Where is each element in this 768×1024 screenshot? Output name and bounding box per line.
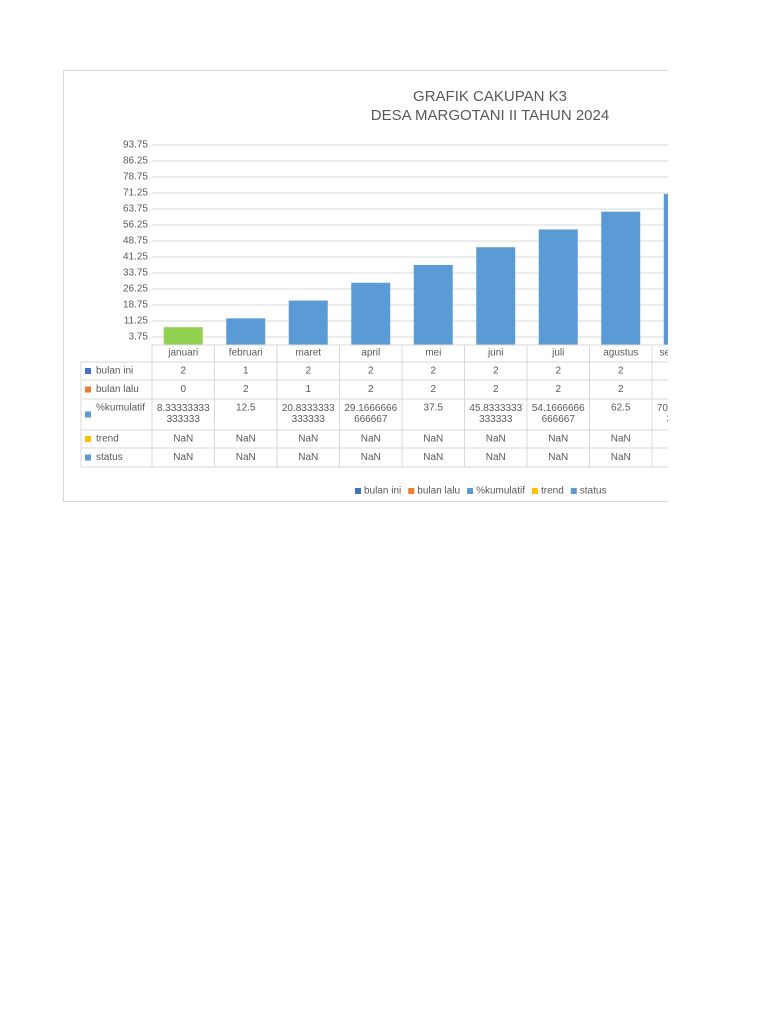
- table-cell: NaN: [611, 434, 631, 445]
- y-tick-label: 33.75: [123, 268, 148, 279]
- table-cell: 2: [555, 384, 561, 395]
- table-cell: 2: [368, 384, 374, 395]
- table-cell: NaN: [486, 434, 506, 445]
- table-cell: NaN: [236, 434, 256, 445]
- bar: [163, 327, 203, 345]
- table-cell: 2: [180, 366, 186, 377]
- y-tick-label: 26.25: [123, 284, 148, 295]
- y-tick-label: 86.25: [123, 156, 148, 167]
- y-tick-label: 11.25: [124, 316, 149, 327]
- y-tick-label: 63.75: [123, 204, 148, 215]
- table-cell: 2: [368, 366, 374, 377]
- legend-label: bulan ini: [364, 486, 401, 497]
- y-tick-label: 41.25: [123, 252, 148, 263]
- table-cell: 54.1666666 666667: [532, 403, 585, 425]
- table-cell: 37.5: [424, 403, 444, 414]
- table-cell: NaN: [548, 434, 568, 445]
- table-cell: 8.33333333 333333: [157, 403, 210, 425]
- table-cell: NaN: [298, 452, 318, 463]
- chart: GRAFIK CAKUPAN K3 DESA MARGOTANI II TAHUN…: [80, 88, 710, 497]
- legend-key: [85, 411, 91, 418]
- x-tick-label: januari: [167, 348, 198, 359]
- table-cell: NaN: [361, 452, 381, 463]
- x-tick-label: mei: [425, 348, 441, 359]
- table-cell: 2: [430, 366, 436, 377]
- table-row-label: trend: [96, 434, 119, 445]
- table-row-label: bulan ini: [96, 366, 133, 377]
- bar: [538, 229, 578, 345]
- legend-label: trend: [541, 486, 564, 497]
- table-cell: NaN: [236, 452, 256, 463]
- y-tick-label: 56.25: [123, 220, 148, 231]
- legend-label: bulan lalu: [417, 486, 460, 497]
- table-cell: 20.8333333 333333: [282, 403, 335, 425]
- x-tick-label: juli: [551, 348, 564, 359]
- y-tick-label: 48.75: [123, 236, 148, 247]
- legend-label: status: [580, 486, 607, 497]
- legend-swatch: [408, 488, 415, 494]
- legend-swatch: [531, 488, 538, 494]
- legend-swatch: [355, 488, 361, 494]
- bar: [226, 318, 266, 345]
- table-cell: 2: [618, 366, 624, 377]
- table-cell: NaN: [173, 452, 193, 463]
- legend-key: [85, 454, 91, 461]
- table-cell: NaN: [361, 434, 381, 445]
- table-cell: 2: [555, 366, 561, 377]
- bar: [351, 282, 391, 345]
- legend-swatch: [570, 488, 577, 494]
- table-cell: 70.8333333 333333: [657, 403, 710, 425]
- bar: [663, 193, 668, 345]
- table-cell: 45.8333333 333333: [469, 403, 522, 425]
- x-tick-label: april: [361, 348, 380, 359]
- table-cell: 12.5: [236, 403, 256, 414]
- table-cell: 2: [305, 366, 311, 377]
- x-tick-label: februari: [229, 348, 263, 359]
- legend-key: [85, 386, 91, 393]
- chart-frame: [63, 70, 668, 502]
- table-cell: NaN: [423, 434, 443, 445]
- table-cell: 1: [243, 366, 249, 377]
- bar: [413, 265, 453, 345]
- table-cell: NaN: [173, 434, 193, 445]
- table-cell: 1: [305, 384, 311, 395]
- table-row-label: status: [96, 452, 123, 463]
- table-cell: 2: [493, 366, 499, 377]
- bar: [288, 300, 328, 345]
- table-cell: 62.5: [611, 403, 631, 414]
- table-cell: 2: [618, 384, 624, 395]
- legend-key: [85, 368, 91, 374]
- table-cell: 2: [430, 384, 436, 395]
- table-cell: NaN: [486, 452, 506, 463]
- table-cell: 2: [493, 384, 499, 395]
- x-tick-label: maret: [295, 348, 321, 359]
- y-tick-label: 3.75: [129, 332, 149, 343]
- table-cell: 2: [243, 384, 249, 395]
- table-cell: NaN: [298, 434, 318, 445]
- y-tick-label: 93.75: [123, 140, 148, 151]
- table-row-label: bulan lalu: [96, 384, 139, 395]
- legend-label: %kumulatif: [476, 486, 525, 497]
- table-cell: NaN: [548, 452, 568, 463]
- x-tick-label: agustus: [603, 348, 638, 359]
- chart-title: GRAFIK CAKUPAN K3: [413, 88, 567, 105]
- y-tick-label: 78.75: [123, 172, 148, 183]
- bar: [601, 211, 641, 345]
- x-tick-label: juni: [487, 348, 504, 359]
- chart-title: DESA MARGOTANI II TAHUN 2024: [371, 107, 609, 124]
- y-tick-label: 71.25: [123, 188, 148, 199]
- legend-key: [85, 436, 91, 442]
- table-cell: NaN: [611, 452, 631, 463]
- table-cell: 29.1666666 666667: [344, 403, 397, 425]
- x-tick-label: september: [660, 348, 708, 359]
- table-row-label: %kumulatif: [96, 403, 145, 414]
- y-tick-label: 18.75: [123, 300, 148, 311]
- bar: [476, 247, 516, 345]
- legend-swatch: [467, 488, 474, 494]
- table-cell: 0: [180, 384, 186, 395]
- table-cell: NaN: [423, 452, 443, 463]
